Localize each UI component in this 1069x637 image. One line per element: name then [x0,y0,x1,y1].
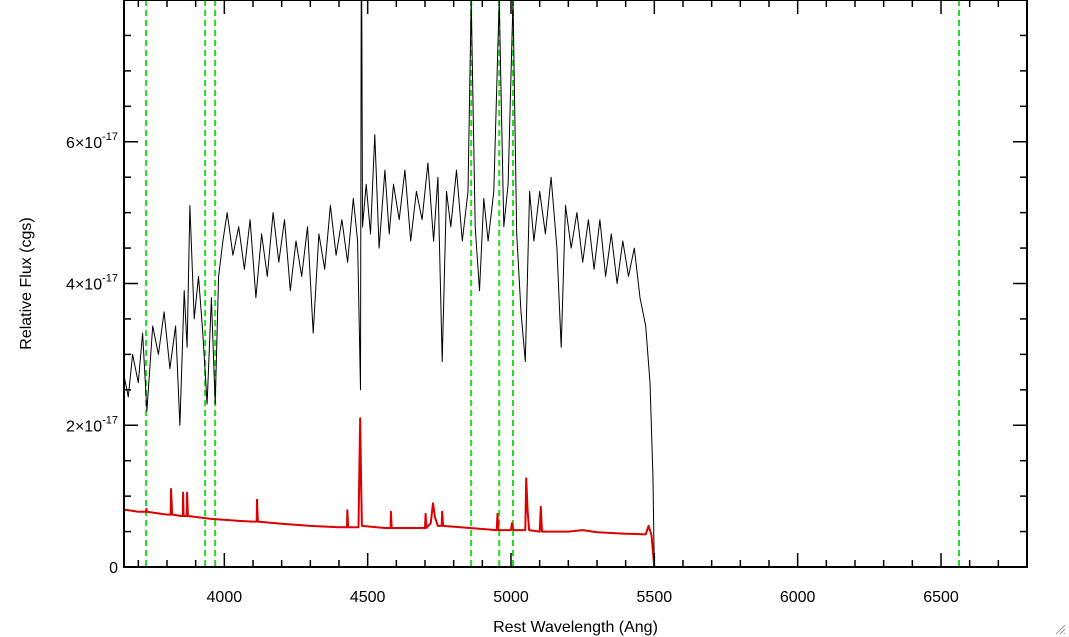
error-series-line [123,417,1027,568]
x-tick-label: 5500 [637,589,673,606]
reference-lines [145,0,961,567]
y-tick-exponent: -17 [102,131,118,143]
flux-series-line [123,0,656,568]
y-tick-mantissa: 4×10 [66,277,102,294]
y-tick-mantissa: 6×10 [66,135,102,152]
axis-ticks [124,0,1028,568]
spectrum-series [123,0,1027,568]
x-axis-label: Rest Wavelength (Ang) [493,619,658,636]
y-tick-label: 6×10-17 [66,131,118,152]
y-tick-label: 2×10-17 [66,414,118,435]
y-tick-mantissa: 2×10 [66,418,102,435]
plot-frame [123,0,1028,568]
x-tick-label: 5000 [493,589,529,606]
y-tick-labels: 02×10-174×10-176×10-17 [66,131,118,577]
y-axis-label: Relative Flux (cgs) [18,217,35,349]
x-tick-label: 6000 [780,589,816,606]
y-tick-label: 4×10-17 [66,273,118,294]
y-tick-label: 0 [109,560,118,577]
x-tick-label: 4000 [207,589,243,606]
x-tick-labels: 4000 4500 5000 5500 6000 6500 [207,589,959,606]
x-tick-label: 6500 [923,589,959,606]
resize-grip-icon[interactable] [1054,623,1066,635]
y-tick-exponent: -17 [102,414,118,426]
x-tick-label: 4500 [350,589,386,606]
y-tick-mantissa: 0 [109,560,118,577]
y-tick-exponent: -17 [102,273,118,285]
